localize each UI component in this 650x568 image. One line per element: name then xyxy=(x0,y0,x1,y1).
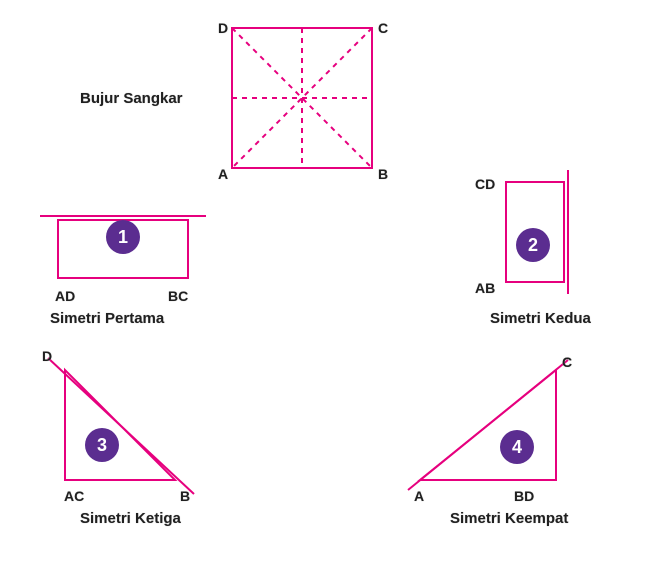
square-vertex-C: C xyxy=(378,20,388,36)
panel-4-vertex: BD xyxy=(514,488,534,504)
panel-3-caption: Simetri Ketiga xyxy=(80,510,181,527)
panel-3-vertex: D xyxy=(42,348,52,364)
panel-2-caption: Simetri Kedua xyxy=(490,310,591,327)
square-vertex-B: B xyxy=(378,166,388,182)
panel-3-vertex: AC xyxy=(64,488,84,504)
badge-1: 1 xyxy=(106,220,140,254)
panel-4-vertex: A xyxy=(414,488,424,504)
symmetry-diagram xyxy=(0,0,650,568)
panel-4-vertex: C xyxy=(562,354,572,370)
badge-4: 4 xyxy=(500,430,534,464)
square-title: Bujur Sangkar xyxy=(80,90,183,107)
badge-3: 3 xyxy=(85,428,119,462)
panel-3-vertex: B xyxy=(180,488,190,504)
panel-1-caption: Simetri Pertama xyxy=(50,310,164,327)
square-vertex-D: D xyxy=(218,20,228,36)
badge-2: 2 xyxy=(516,228,550,262)
panel-1-vertex: BC xyxy=(168,288,188,304)
panel-2-vertex: AB xyxy=(475,280,495,296)
panel-2-vertex: CD xyxy=(475,176,495,192)
square-vertex-A: A xyxy=(218,166,228,182)
panel-4-caption: Simetri Keempat xyxy=(450,510,568,527)
panel-1-vertex: AD xyxy=(55,288,75,304)
